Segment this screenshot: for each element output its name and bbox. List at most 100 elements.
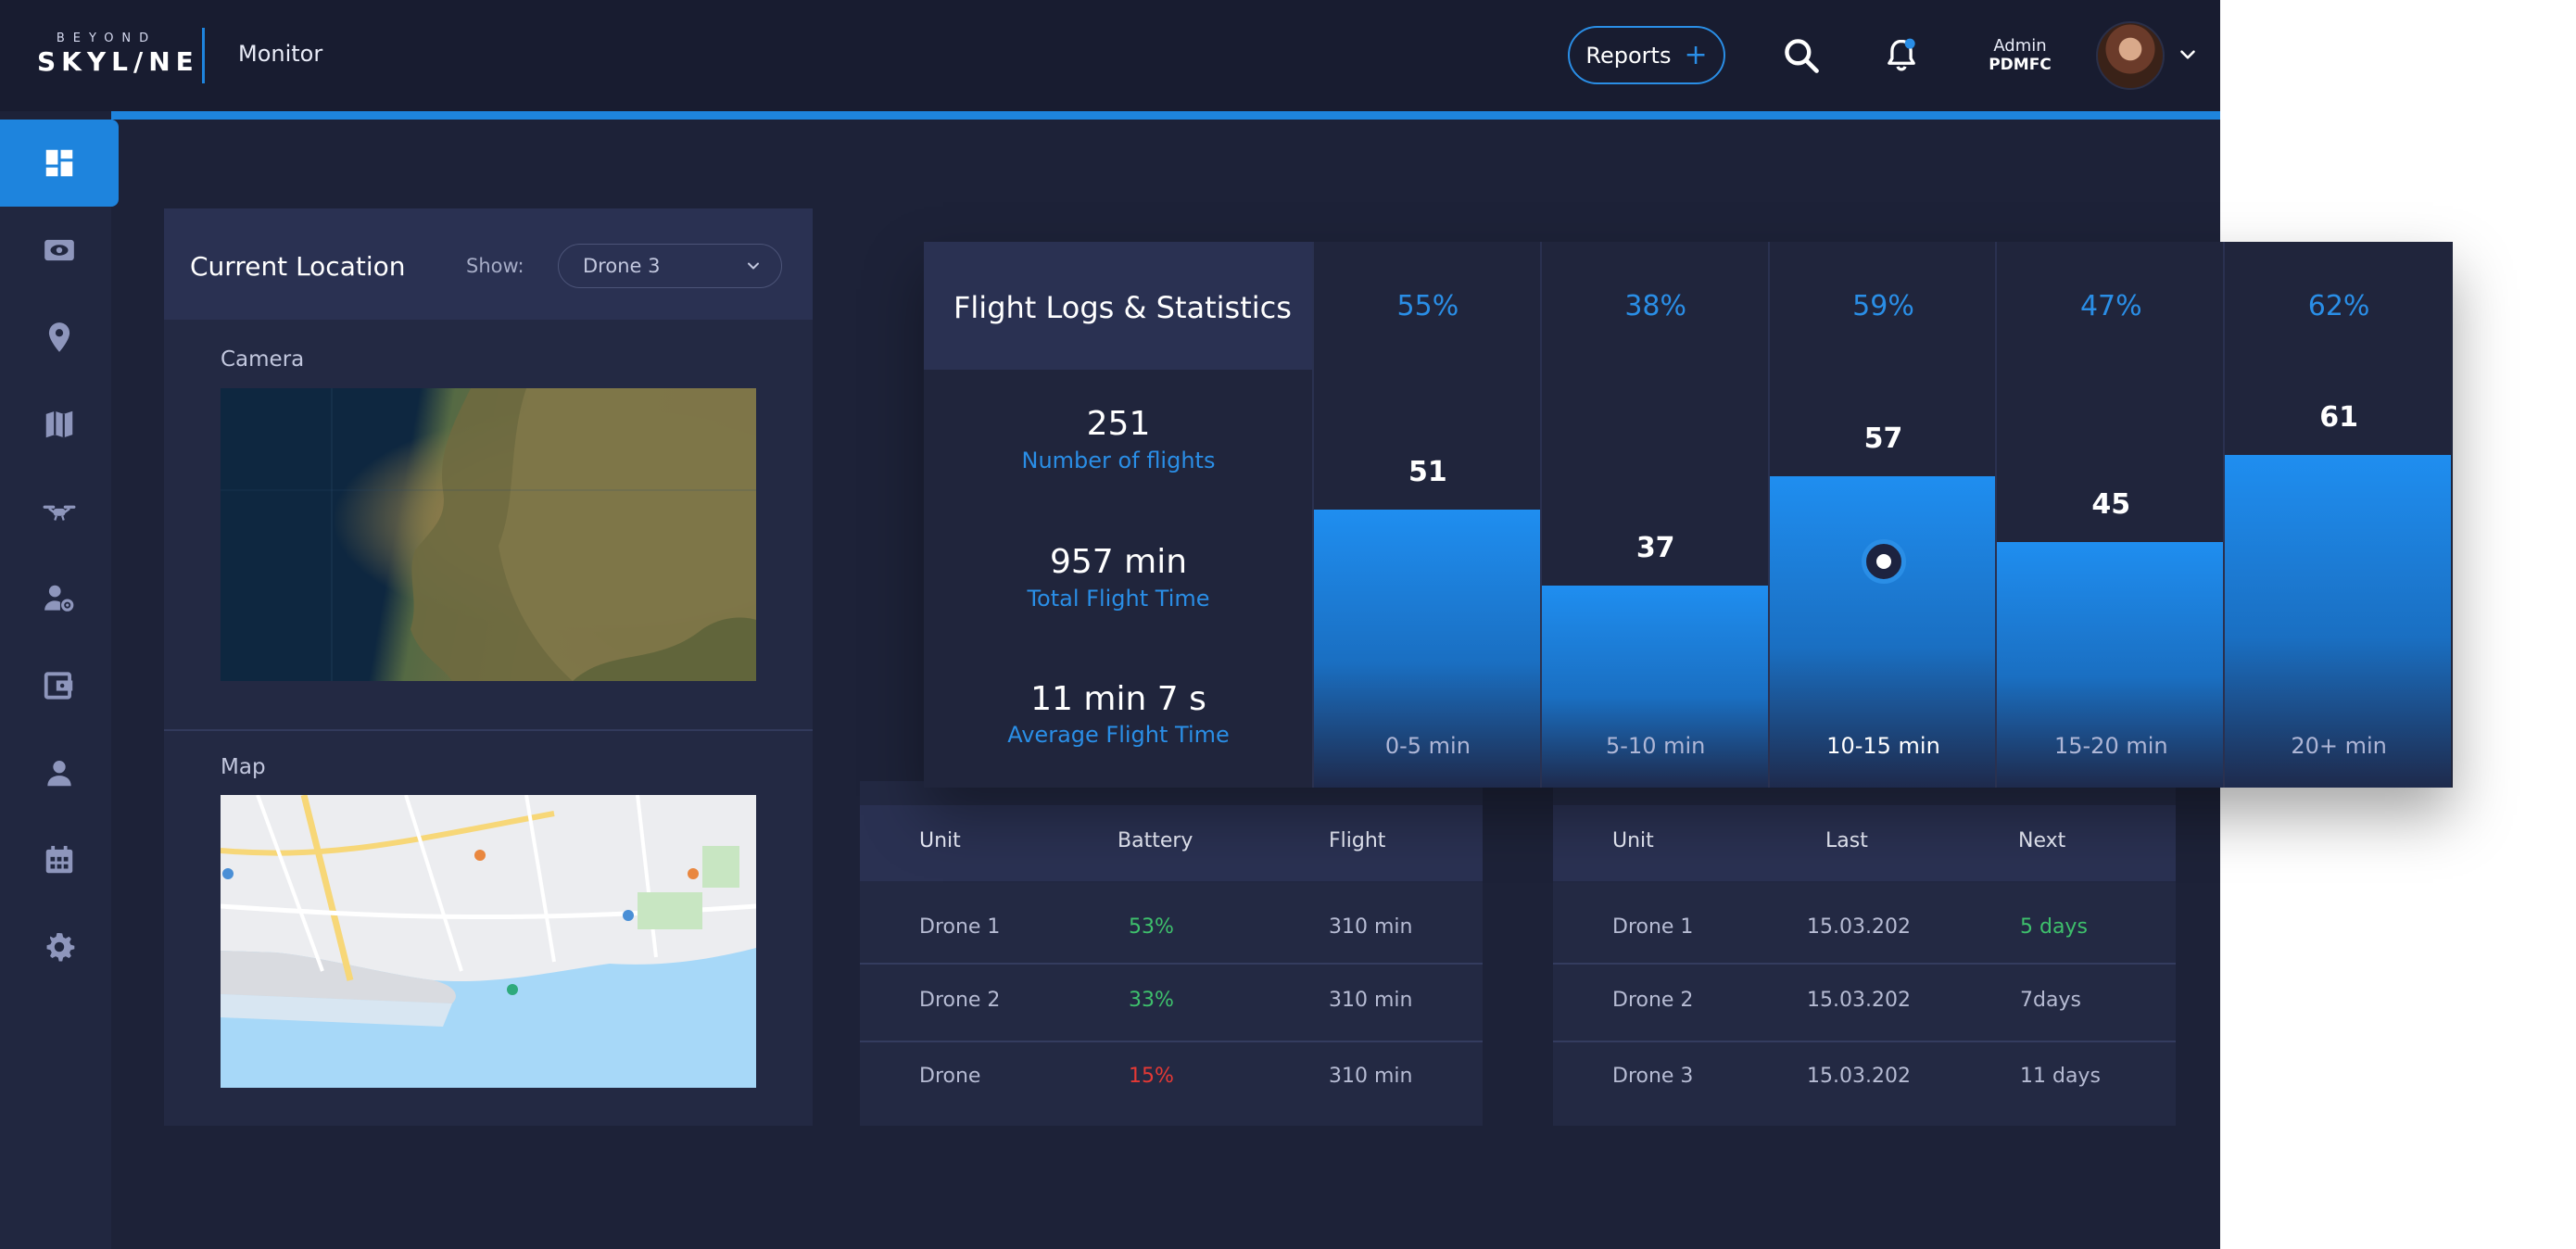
logo-small-text: BEYOND [56,32,158,45]
bar-20-min[interactable] [2225,454,2451,788]
row-divider [1553,1041,2176,1042]
row-divider [860,1041,1483,1042]
flight-logs-card: Flight Logs & Statistics 251 Number of f… [924,242,2453,788]
table-cell-flight: 310 min [1329,915,1413,939]
sidebar-item-calendar[interactable] [0,816,119,903]
selected-bar-marker[interactable] [1861,539,1906,585]
chevron-down-icon [748,262,759,270]
bar-category-label: 0-5 min [1384,733,1471,759]
bar-percentage: 38% [1624,290,1687,322]
column-header-unit[interactable]: Unit [919,829,961,852]
bar-10-15-min[interactable] [1769,476,1996,788]
table-cell-unit: Drone 3 [1612,1065,1694,1088]
bar-5-10-min[interactable] [1541,586,1768,788]
search-icon[interactable] [1781,35,1822,76]
sidebar-item-users[interactable] [0,729,119,816]
stat-value-total-time: 957 min [1049,543,1188,581]
eye-icon [44,239,74,261]
sidebar-item-operators[interactable] [0,555,119,642]
table-header [1553,805,2176,881]
table-cell-next: 7days [2020,989,2081,1012]
row-divider [860,963,1483,965]
dashboard-icon [45,149,73,177]
stat-label-flights: Number of flights [1021,448,1216,473]
bar-value-label: 37 [1635,532,1675,565]
table-cell-last: 15.03.202 [1807,915,1911,939]
wallet-icon [44,672,73,700]
bar-15-20-min[interactable] [1997,541,2224,788]
column-separator [1539,242,1542,788]
table-cell-battery: 53% [1129,915,1174,939]
show-label: Show: [466,255,524,277]
drone-icon [43,505,76,521]
top-bar: BEYOND SKYL/NE Monitor Reports + Admin P… [0,0,2220,111]
stat-value-flights: 251 [1086,405,1151,443]
stat-label-avg-time: Average Flight Time [1007,722,1230,748]
current-location-title: Current Location [190,251,406,282]
sidebar-item-dashboard[interactable] [0,120,119,207]
map-view[interactable] [221,795,756,1088]
brand-logo[interactable]: BEYOND SKYL/NE [37,32,194,80]
drone-select[interactable]: Drone 3 [558,244,782,288]
bar-value-label: 45 [2091,487,2131,521]
table-cell-unit: Drone 1 [919,915,1001,939]
satellite-image [221,388,756,681]
table-cell-last: 15.03.202 [1807,1065,1911,1088]
bar-value-label: 51 [1408,455,1447,488]
bar-percentage: 55% [1396,290,1459,322]
column-separator [1312,242,1314,788]
calendar-icon [45,845,73,874]
drone-status-table: Unit Battery Flight Drone 1 53% 310 min … [860,781,1483,1126]
user-role: Admin [1993,36,2047,56]
row-divider [1553,963,2176,965]
bar-0-5-min[interactable] [1314,509,1540,788]
logo-divider [202,28,205,83]
table-cell-last: 15.03.202 [1807,989,1911,1012]
bar-percentage: 59% [1852,290,1914,322]
table-cell-flight: 310 min [1329,1065,1413,1088]
column-header-battery[interactable]: Battery [1118,829,1193,852]
user-settings-icon [44,585,74,612]
stat-label-total-time: Total Flight Time [1027,586,1210,612]
street-map [221,795,756,1027]
map-label: Map [221,755,266,779]
avatar[interactable] [2096,21,2165,90]
bar-value-label: 57 [1863,423,1903,456]
plus-icon: + [1684,38,1708,71]
column-separator [1767,242,1770,788]
sidebar-item-monitor[interactable] [0,207,119,294]
bar-category-label: 5-10 min [1606,733,1706,759]
sidebar-item-maps[interactable] [0,381,119,468]
sidebar-item-settings[interactable] [0,903,119,990]
table-cell-unit: Drone [919,1065,981,1088]
user-info[interactable]: Admin PDMFC [1983,36,2057,75]
user-icon [47,761,71,787]
table-cell-unit: Drone 2 [919,989,1001,1012]
table-cell-battery: 33% [1129,989,1174,1012]
location-pin-icon [48,322,70,352]
sidebar-item-drones[interactable] [0,468,119,555]
reports-button[interactable]: Reports + [1568,26,1725,84]
gear-icon [46,932,75,962]
bar-category-label: 10-15 min [1826,733,1940,759]
camera-feed[interactable] [221,388,756,681]
app-name: Monitor [238,41,323,67]
column-header-next[interactable]: Next [2018,829,2066,852]
table-cell-unit: Drone 1 [1612,915,1694,939]
drone-select-value: Drone 3 [583,255,661,277]
column-header-flight[interactable]: Flight [1329,829,1386,852]
sidebar-item-billing[interactable] [0,642,119,729]
table-cell-next: 11 days [2020,1065,2101,1088]
reports-button-label: Reports [1585,42,1672,69]
chevron-down-icon[interactable] [2176,43,2200,67]
sidebar-item-locations[interactable] [0,294,119,381]
column-header-last[interactable]: Last [1825,829,1868,852]
bar-percentage: 47% [2079,290,2142,322]
column-header-unit[interactable]: Unit [1612,829,1654,852]
table-header [860,805,1483,881]
maintenance-table: Unit Last Next Drone 1 15.03.202 5 days … [1553,781,2176,1126]
camera-label: Camera [221,347,305,372]
bell-icon[interactable] [1881,35,1922,76]
sidebar [0,120,119,1249]
column-separator [2223,242,2226,788]
